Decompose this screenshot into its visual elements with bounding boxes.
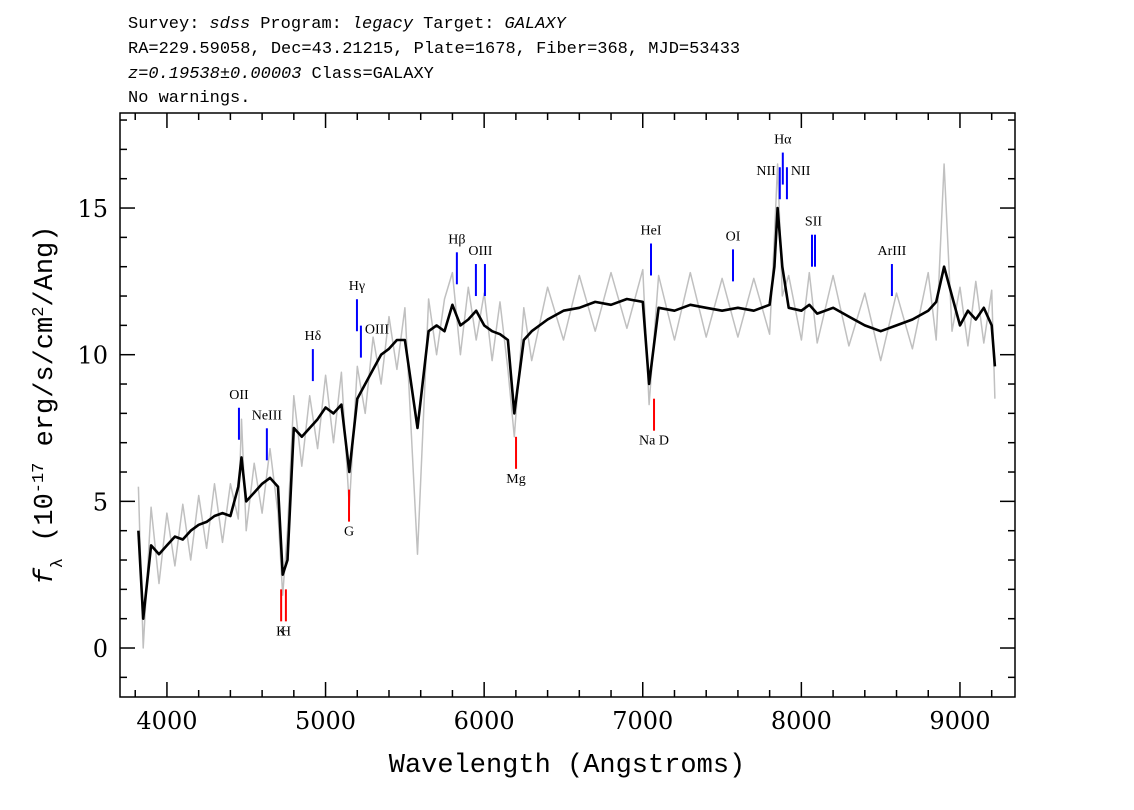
y-axis-label: fλ (10-17 erg/s/cm2/Ang) <box>30 226 68 585</box>
plot-frame <box>119 112 1016 698</box>
spectral-line-label: SII <box>805 215 822 230</box>
x-tick-label: 8000 <box>771 707 832 735</box>
x-tick-label: 9000 <box>929 707 990 735</box>
program-label: Program: <box>260 15 342 34</box>
spectral-line-label: Na D <box>639 434 669 449</box>
x-tick-label: 7000 <box>612 707 673 735</box>
spectral-line-label: Hγ <box>349 279 365 294</box>
y-tick-label: 0 <box>93 635 108 663</box>
x-tick-label: 5000 <box>295 707 356 735</box>
x-axis-label: Wavelength (Angstroms) <box>389 751 745 781</box>
spectral-line-label: OIII <box>468 244 492 259</box>
spectral-line-label: ArIII <box>878 244 907 259</box>
spectral-line-label: Hα <box>774 133 792 148</box>
spectral-line-label: H <box>281 624 291 639</box>
spectral-line-label: G <box>344 525 354 540</box>
header-line-1: Survey: sdss Program: legacy Target: GALAXY <box>128 15 568 34</box>
spectral-line-label: Hβ <box>448 232 465 247</box>
x-tick-label: 4000 <box>136 707 197 735</box>
spectral-line-label: Hδ <box>305 329 322 344</box>
y-label-part: erg/s/cm <box>31 317 61 463</box>
y-label-part: f <box>31 567 61 584</box>
y-label-part: 2 <box>30 307 49 317</box>
header-line-4: No warnings. <box>128 89 250 108</box>
spectral-line-label: NII <box>756 164 776 179</box>
spectral-line-label: OIII <box>365 323 389 338</box>
spectral-line-label: OI <box>726 229 741 244</box>
spectral-line-label: NeIII <box>252 408 283 423</box>
y-tick-label: 15 <box>77 195 108 223</box>
spectral-line-label: HeI <box>641 223 662 238</box>
x-tick-label: 6000 <box>454 707 515 735</box>
y-tick-label: 5 <box>93 488 108 516</box>
spectrum-line <box>137 206 997 620</box>
y-label-part: /Ang) <box>31 226 61 307</box>
y-tick-label: 10 <box>77 342 108 370</box>
survey-label: Survey: <box>128 15 199 34</box>
redshift: z=0.19538±0.00003 <box>128 65 301 84</box>
class: Class=GALAXY <box>311 65 433 84</box>
spectral-line-label: OII <box>229 388 249 403</box>
y-label-part: (10 <box>31 493 61 558</box>
target: GALAXY <box>505 15 568 34</box>
header-line-2: RA=229.59058, Dec=43.21215, Plate=1678, … <box>128 40 740 59</box>
header-line-3: z=0.19538±0.00003 Class=GALAXY <box>128 65 434 84</box>
target-label: Target: <box>423 15 494 34</box>
spectral-line-label: Mg <box>506 472 525 487</box>
program: legacy <box>352 15 414 34</box>
y-label-part: -17 <box>30 463 49 494</box>
spectral-line-label: K <box>276 624 286 639</box>
spectral-line-label: NII <box>791 164 811 179</box>
survey: sdss <box>209 15 250 34</box>
y-label-part: λ <box>49 558 68 568</box>
